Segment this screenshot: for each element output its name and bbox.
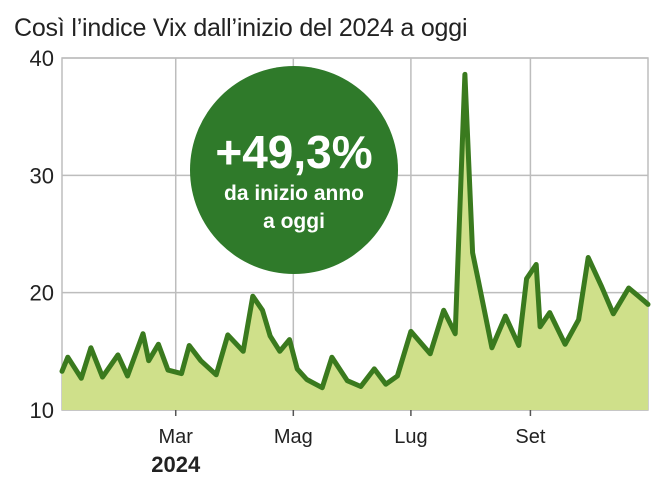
year-label: 2024 [151, 452, 201, 477]
series-line [59, 71, 651, 391]
badge-line1: da inizio anno [224, 182, 364, 205]
badge-circle [190, 66, 398, 274]
change-badge: +49,3% da inizio anno a oggi [190, 66, 398, 274]
x-tick-label: Mag [274, 426, 313, 448]
x-tick-label: Lug [394, 426, 427, 448]
y-tick-label: 20 [30, 281, 54, 306]
y-tick-label: 40 [30, 46, 54, 71]
y-tick-label: 30 [30, 163, 54, 188]
x-axis-ticks: Mar Mag Lug Set [159, 410, 546, 448]
x-tick-label: Mar [159, 426, 194, 448]
badge-line2: a oggi [263, 210, 325, 233]
badge-value: +49,3% [215, 126, 372, 178]
y-tick-label: 10 [30, 398, 54, 423]
chart-title: Così l’indice Vix dall’inizio del 2024 a… [14, 14, 468, 42]
y-axis-ticks: 10 20 30 40 [30, 46, 54, 423]
x-tick-label: Set [515, 426, 545, 448]
